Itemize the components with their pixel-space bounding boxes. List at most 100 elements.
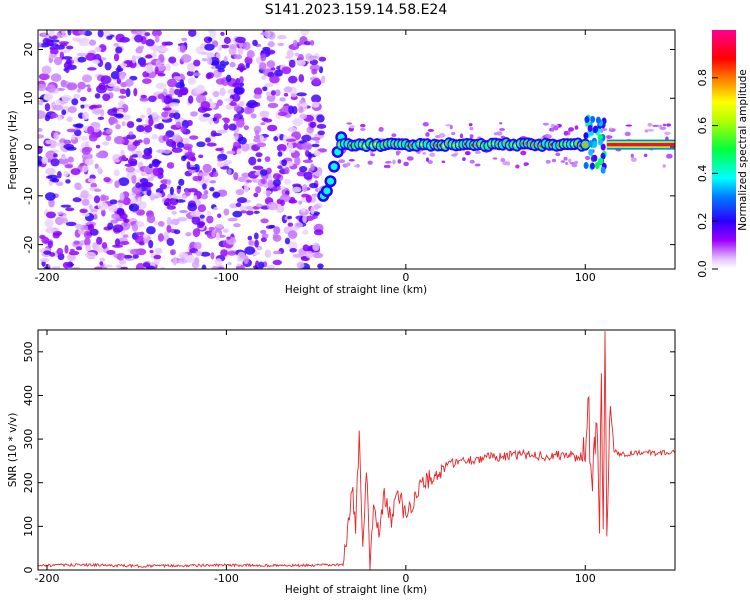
heatmap-noise-cell [233, 223, 241, 228]
heatmap-noise-cell [354, 164, 360, 168]
heatmap-noise-cell [215, 223, 224, 229]
heatmap-noise-cell [163, 201, 170, 206]
heatmap-noise-cell [67, 30, 72, 36]
heatmap-noise-cell [106, 35, 113, 40]
heatmap-noise-cell [227, 261, 232, 266]
heatmap-noise-cell [195, 46, 204, 55]
heatmap-noise-cell [156, 149, 166, 154]
heatmap-noise-cell [216, 161, 225, 168]
heatmap-noise-cell [163, 95, 173, 105]
heatmap-noise-cell [217, 213, 222, 218]
heatmap-noise-cell [287, 222, 294, 227]
heatmap-noise-cell [217, 44, 223, 52]
heatmap-noise-cell [309, 121, 317, 128]
colorbar-gradient [712, 30, 736, 269]
heatmap-noise-cell [77, 81, 86, 90]
colorbar-tick-label: 0.8 [696, 69, 709, 87]
heatmap-noise-cell [292, 253, 302, 258]
heatmap-disturbance-cell [590, 115, 596, 123]
heatmap-noise-cell [659, 126, 667, 130]
heatmap-noise-cell [152, 167, 161, 177]
heatmap-noise-cell [459, 133, 464, 139]
y-tick-label: 100 [22, 516, 35, 537]
heatmap-noise-cell [251, 177, 258, 183]
heatmap-noise-cell [300, 207, 307, 213]
heatmap-noise-cell [76, 88, 82, 93]
heatmap-noise-cell [114, 180, 120, 189]
heatmap-noise-cell [196, 172, 208, 177]
heatmap-noise-cell [166, 162, 175, 169]
heatmap-noise-cell [643, 153, 648, 158]
heatmap-noise-cell [107, 222, 114, 230]
heatmap-marks [38, 30, 675, 269]
heatmap-noise-cell [571, 163, 578, 168]
heatmap-noise-cell [165, 63, 171, 72]
heatmap-noise-cell [164, 231, 169, 240]
heatmap-noise-cell [176, 217, 188, 222]
heatmap-noise-cell [41, 156, 49, 165]
heatmap-disturbance-cell [597, 138, 603, 146]
x-tick-label: -100 [214, 572, 239, 585]
heatmap-noise-cell [256, 245, 263, 251]
heatmap-noise-cell [277, 35, 287, 40]
heatmap-noise-cell [288, 105, 294, 114]
heatmap-noise-cell [272, 178, 281, 187]
heatmap-noise-cell [71, 133, 76, 141]
heatmap-noise-cell [101, 242, 108, 249]
heatmap-noise-cell [306, 126, 314, 134]
heatmap-noise-cell [630, 157, 637, 162]
heatmap-noise-cell [288, 149, 296, 153]
heatmap-noise-cell [279, 97, 286, 102]
heatmap-noise-cell [493, 132, 499, 136]
heatmap-noise-cell [182, 143, 193, 150]
heatmap-noise-cell [308, 55, 319, 59]
heatmap-disturbance-cell [594, 161, 600, 169]
heatmap-noise-cell [82, 111, 89, 120]
snr-y-label: SNR (10 * v/v) [7, 413, 19, 488]
heatmap-noise-cell [60, 34, 68, 38]
heatmap-noise-cell [174, 88, 181, 96]
heatmap-noise-cell [125, 166, 136, 173]
heatmap-noise-cell [127, 144, 136, 152]
heatmap-noise-cell [232, 210, 243, 218]
heatmap-noise-cell [196, 141, 206, 148]
heatmap-noise-cell [552, 125, 559, 131]
heatmap-noise-cell [191, 260, 200, 269]
heatmap-noise-cell [303, 41, 312, 46]
heatmap-noise-cell [89, 134, 97, 138]
heatmap-noise-cell [45, 150, 57, 160]
heatmap-noise-cell [210, 130, 217, 137]
heatmap-noise-cell [204, 43, 215, 51]
heatmap-noise-cell [259, 110, 270, 118]
heatmap-noise-cell [306, 215, 314, 222]
heatmap-disturbance-cell [589, 162, 595, 170]
heatmap-noise-cell [166, 205, 176, 210]
heatmap-noise-cell [105, 128, 113, 135]
heatmap-noise-cell [119, 213, 128, 219]
heatmap-noise-cell [78, 41, 90, 47]
heatmap-noise-cell [292, 183, 302, 188]
heatmap-noise-cell [346, 162, 351, 167]
x-tick-label: 0 [402, 572, 409, 585]
heatmap-noise-cell [60, 204, 72, 208]
heatmap-noise-cell [112, 153, 122, 163]
heatmap-noise-cell [422, 122, 429, 127]
heatmap-noise-cell [112, 224, 124, 233]
heatmap-noise-cell [264, 82, 274, 88]
heatmap-noise-cell [280, 199, 285, 206]
heatmap-noise-cell [274, 69, 283, 77]
heatmap-noise-cell [193, 72, 201, 77]
heatmap-noise-cell [135, 30, 147, 36]
heatmap-disturbance-cell [588, 140, 594, 148]
heatmap-noise-cell [129, 160, 138, 167]
heatmap-noise-cell [187, 77, 197, 85]
heatmap-noise-cell [142, 182, 154, 188]
heatmap-noise-cell [223, 208, 230, 216]
heatmap-noise-cell [201, 57, 208, 62]
heatmap-noise-cell [202, 163, 212, 173]
heatmap-noise-cell [496, 131, 503, 136]
heatmap-noise-cell [223, 123, 229, 131]
heatmap-noise-cell [425, 157, 430, 162]
heatmap-noise-cell [211, 266, 219, 269]
heatmap-noise-cell [208, 102, 216, 109]
